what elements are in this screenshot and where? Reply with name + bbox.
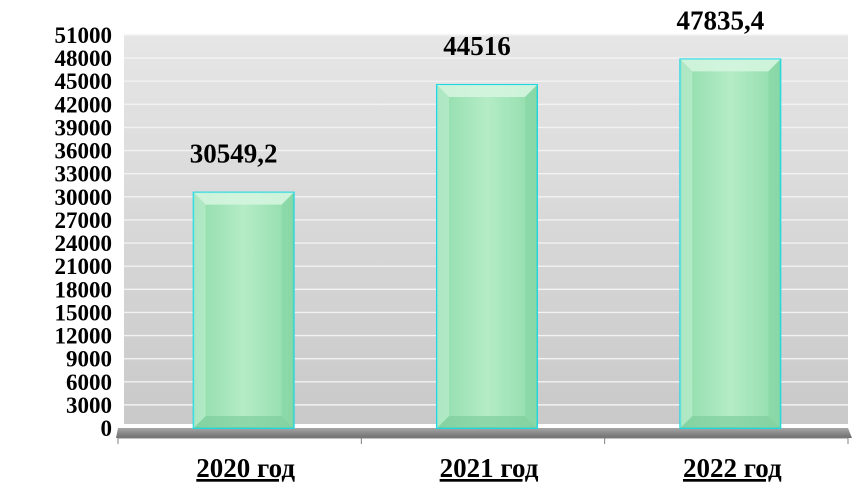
x-category-label: 2021 год bbox=[440, 453, 539, 482]
plot-floor bbox=[116, 428, 852, 438]
bar-bevel-bottom bbox=[193, 416, 294, 428]
y-tick-label: 33000 bbox=[55, 162, 113, 187]
bar-bevel-bottom bbox=[437, 416, 537, 428]
bar-bevel-right bbox=[281, 192, 294, 428]
y-tick-label: 51000 bbox=[55, 23, 113, 48]
y-tick-label: 3000 bbox=[66, 393, 112, 418]
bar-bevel-top bbox=[437, 84, 537, 97]
y-tick-label: 42000 bbox=[55, 92, 113, 117]
y-tick-label: 27000 bbox=[55, 208, 113, 233]
y-tick-label: 48000 bbox=[55, 46, 113, 71]
bar-body bbox=[192, 191, 295, 429]
y-tick-label: 36000 bbox=[55, 139, 113, 164]
bar-bevel-left bbox=[680, 59, 693, 428]
y-tick-label: 0 bbox=[101, 416, 113, 441]
x-category-label: 2020 год bbox=[196, 453, 295, 482]
data-label: 30549,2 bbox=[190, 139, 278, 169]
bar-bevel-left bbox=[437, 84, 449, 429]
bar-bevel-left bbox=[193, 192, 206, 428]
y-tick-label: 15000 bbox=[55, 300, 113, 325]
data-label: 44516 bbox=[443, 31, 511, 61]
bar-bevel-top bbox=[680, 59, 781, 72]
bar-body bbox=[436, 83, 538, 430]
bar-bevel-right bbox=[768, 59, 781, 428]
bar bbox=[436, 83, 538, 430]
y-tick-label: 45000 bbox=[55, 69, 113, 94]
bar bbox=[679, 58, 782, 429]
data-label: 47835,4 bbox=[676, 5, 764, 35]
y-tick-label: 30000 bbox=[55, 185, 113, 210]
y-tick-label: 39000 bbox=[55, 115, 113, 140]
y-tick-label: 18000 bbox=[55, 277, 113, 302]
x-axis: 2020 год 2021 год 2022 год bbox=[117, 437, 849, 482]
y-tick-label: 24000 bbox=[55, 231, 113, 256]
bar-body bbox=[679, 58, 782, 429]
bar bbox=[192, 191, 295, 429]
bar-bevel-bottom bbox=[680, 416, 781, 428]
bar-bevel-top bbox=[193, 192, 294, 205]
y-tick-label: 6000 bbox=[66, 370, 112, 395]
y-tick-label: 12000 bbox=[55, 324, 113, 349]
data-labels: 30549,2 44516 47835,4 bbox=[190, 5, 764, 168]
bar-bevel-right bbox=[525, 84, 537, 429]
y-axis-ticks: 0300060009000120001500018000210002400027… bbox=[55, 23, 113, 441]
bars bbox=[192, 58, 782, 430]
x-category-label: 2022 год bbox=[683, 453, 782, 482]
y-tick-label: 9000 bbox=[66, 347, 112, 372]
y-tick-label: 21000 bbox=[55, 254, 113, 279]
